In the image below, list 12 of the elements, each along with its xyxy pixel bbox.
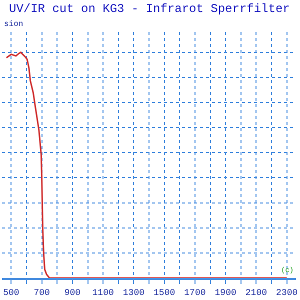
- x-tick-label: 1700: [184, 288, 206, 298]
- x-tick-label: 1500: [154, 288, 176, 298]
- x-tick-label: 2100: [245, 288, 267, 298]
- x-tick-label: 900: [64, 288, 81, 298]
- x-tick-label: 1300: [122, 288, 144, 298]
- x-tick-label: 1100: [92, 288, 114, 298]
- x-tick-label: 500: [3, 288, 20, 298]
- chart-title: UV/IR cut on KG3 - Infrarot Sperrfilter: [9, 2, 290, 16]
- x-tick-label: 1900: [214, 288, 236, 298]
- chart-subtitle: sion: [4, 20, 24, 29]
- x-tick-label: 2300: [276, 288, 298, 298]
- x-tick-label: 700: [34, 288, 50, 298]
